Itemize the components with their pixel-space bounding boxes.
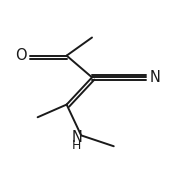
Text: O: O <box>15 48 27 63</box>
Text: N: N <box>150 70 161 85</box>
Text: H: H <box>72 139 81 152</box>
Text: N: N <box>71 130 82 145</box>
